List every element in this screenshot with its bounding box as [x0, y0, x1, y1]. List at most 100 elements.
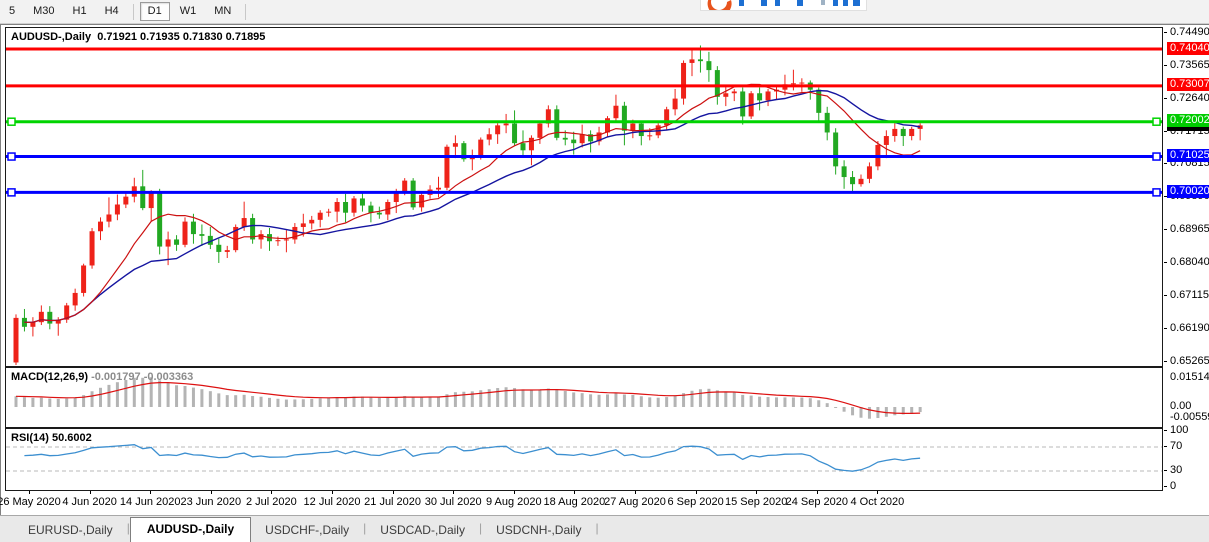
macd-histogram-bar: [479, 390, 483, 407]
level-price-badge: 0.71025: [1167, 149, 1209, 163]
macd-histogram-bar: [673, 396, 677, 407]
candle-body: [478, 139, 484, 156]
macd-histogram-bar: [259, 396, 263, 407]
macd-canvas[interactable]: [6, 368, 1162, 427]
timeframe-button-m30[interactable]: M30: [33, 5, 55, 17]
chart-title: AUDUSD-,Daily 0.71921 0.71935 0.71830 0.…: [11, 31, 265, 43]
level-price-badge: 0.73007: [1167, 78, 1209, 92]
candle-body: [300, 223, 306, 227]
candle-body: [13, 317, 19, 363]
candle-bear: [250, 213, 256, 244]
candle-bull: [452, 135, 458, 159]
date-axis[interactable]: 26 May 2020 4 Jun 2020 14 Jun 2020 23 Jun 2…: [0, 491, 1163, 513]
timeframe-button-d1[interactable]: D1: [139, 2, 170, 21]
rsi-canvas[interactable]: [6, 429, 1162, 490]
candle-bear: [359, 192, 365, 212]
symbol-tab-usdchf[interactable]: USDCHF-,Daily: [265, 523, 350, 537]
macd-histogram-bar: [504, 387, 508, 407]
macd-histogram-bar: [901, 407, 905, 415]
date-tick: [150, 491, 152, 494]
symbol-tab-usdcnh[interactable]: USDCNH-,Daily: [496, 523, 582, 537]
price-tick: [1164, 196, 1167, 197]
macd-histogram-bar: [834, 407, 838, 408]
macd-histogram-bar: [639, 396, 643, 407]
candle-body: [638, 123, 644, 137]
candle-body: [72, 292, 78, 306]
macd-histogram-bar: [335, 397, 339, 407]
candle-bear: [638, 121, 644, 146]
candle-bull: [858, 174, 864, 187]
candle-bull: [64, 302, 70, 323]
price-chart-canvas[interactable]: [6, 28, 1162, 366]
rsi-value: 50.6002: [51, 432, 92, 444]
macd-histogram-bar: [589, 394, 593, 407]
timeframe-button-5[interactable]: 5: [9, 5, 16, 17]
candle-bull: [72, 288, 78, 311]
price-panel: AUDUSD-,Daily 0.71921 0.71935 0.71830 0.…: [5, 27, 1163, 367]
date-label: 4 Jun 2020: [62, 496, 117, 508]
candle-body: [512, 123, 518, 144]
symbol-tab-usdcad[interactable]: USDCAD-,Daily: [380, 523, 465, 537]
price-axis[interactable]: 0.744900.735650.726400.717150.708150.698…: [1164, 25, 1209, 515]
candle-bull: [241, 201, 247, 231]
macd-histogram-bar: [614, 393, 618, 407]
macd-histogram-bar: [715, 390, 719, 407]
candle-body: [537, 123, 543, 138]
macd-label: MACD(12,26,9): [11, 371, 89, 383]
candle-bear: [740, 87, 746, 125]
macd-histogram-bar: [842, 407, 846, 412]
date-label: 24 Sep 2020: [785, 496, 848, 508]
candle-bear: [140, 169, 146, 211]
candle-body: [866, 166, 872, 179]
symbol-tab-audusd[interactable]: AUDUSD-,Daily: [129, 517, 252, 542]
macd-histogram-bar: [910, 407, 914, 414]
macd-histogram-bar: [529, 389, 533, 407]
symbol-tab-eurusd[interactable]: EURUSD-,Daily: [28, 523, 113, 537]
macd-histogram-bar: [411, 396, 415, 407]
date-label: 30 Jul 2020: [424, 496, 482, 508]
macd-histogram-bar: [876, 407, 880, 419]
macd-histogram-bar: [99, 387, 102, 407]
timeframe-button-h4[interactable]: H4: [104, 5, 119, 17]
candle-body: [148, 193, 154, 209]
macd-histogram-bar: [268, 397, 271, 407]
candle-bull: [224, 245, 230, 258]
timeframe-button-w1[interactable]: W1: [179, 5, 197, 17]
candle-bull: [681, 60, 687, 105]
macd-histogram-bar: [14, 396, 18, 407]
candle-body: [334, 202, 340, 212]
macd-histogram-bar: [513, 388, 517, 407]
timeframe-button-h1[interactable]: H1: [72, 5, 87, 17]
level-handle-left: [7, 152, 16, 161]
rsi-axis-tick: [1164, 486, 1167, 487]
chart-title-quotes: 0.71921 0.71935 0.71830 0.71895: [97, 31, 266, 43]
macd-axis-label: 0.00: [1170, 400, 1192, 412]
candle-body: [351, 198, 357, 213]
tab-separator: |: [478, 521, 483, 535]
candle-bear: [588, 130, 594, 153]
candle-body: [596, 132, 602, 142]
date-tick: [332, 491, 333, 494]
candle-body: [520, 143, 526, 151]
price-tick: [1164, 327, 1167, 329]
candle-bull: [495, 123, 501, 144]
macd-histogram-bar: [242, 394, 246, 407]
rsi-panel: RSI(14) 50.6002: [5, 428, 1163, 491]
candle-bull: [866, 162, 872, 184]
candle-body: [250, 218, 256, 240]
candle-body: [283, 239, 289, 241]
macd-signal-line: [15, 382, 921, 414]
timeframe-button-mn[interactable]: MN: [214, 5, 232, 17]
candle-body: [858, 178, 864, 185]
candle-bear: [841, 160, 847, 189]
price-axis-label: 0.72640: [1170, 91, 1209, 104]
price-tick: [1164, 163, 1167, 165]
macd-value-main: -0.001797: [91, 371, 141, 383]
toolbar-separator: [245, 3, 247, 20]
macd-histogram-bar: [580, 393, 584, 407]
date-tick: [513, 491, 515, 494]
rsi-label: RSI(14): [11, 432, 49, 444]
macd-histogram-bar: [200, 389, 204, 407]
candle-body: [723, 93, 729, 97]
date-label: 26 May 2020: [0, 496, 61, 508]
